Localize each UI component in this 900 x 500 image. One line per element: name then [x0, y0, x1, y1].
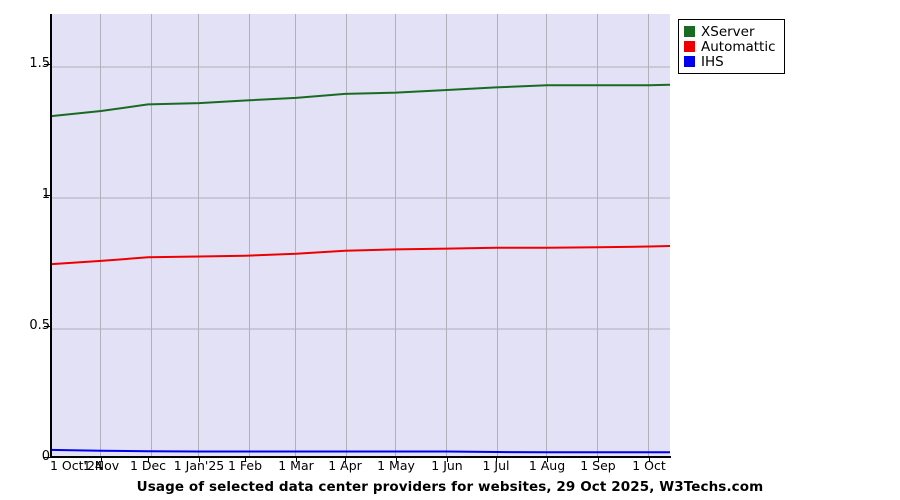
y-axis-spine: [50, 14, 52, 458]
series-line-ihs: [50, 448, 670, 454]
y-tick-label: 0: [8, 450, 50, 463]
legend-swatch-icon: [684, 56, 695, 67]
x-tick-mark: [199, 457, 200, 462]
x-tick-label: 1 Oct'24: [50, 458, 103, 473]
y-axis: 0 0.5 1 1.5: [0, 0, 51, 500]
series-line-xserver: [50, 83, 670, 118]
y-tick-mark: [44, 457, 51, 458]
x-tick-label: 1 May: [377, 458, 415, 473]
x-tick-mark: [148, 457, 149, 462]
x-tick-label: 1 Oct: [632, 458, 666, 473]
vertical-gridlines: [100, 14, 649, 457]
x-tick-mark: [396, 457, 397, 462]
horizontal-gridlines: [50, 66, 670, 330]
x-tick-label: 1 Dec: [129, 458, 167, 473]
x-tick-mark: [345, 457, 346, 462]
legend-swatch-icon: [684, 41, 695, 52]
chart-caption: Usage of selected data center providers …: [136, 479, 764, 495]
y-tick-label: 0.5: [29, 317, 50, 333]
y-tick-label: 1: [8, 188, 50, 201]
x-tick-mark: [547, 457, 548, 462]
y-tick-mark: [44, 194, 51, 196]
legend-label: XServer: [701, 23, 755, 40]
x-tick-mark: [496, 457, 497, 462]
x-tick-mark: [447, 457, 448, 462]
series-lines: [50, 83, 670, 454]
legend-label: IHS: [701, 53, 724, 70]
y-tick-mark: [44, 63, 51, 65]
series-line-automattic: [50, 245, 670, 266]
plot-area: [50, 14, 670, 457]
x-tick-label: 1 Aug: [528, 458, 566, 473]
x-tick-label: 1 Jan'25: [173, 458, 225, 473]
plot-svg: [50, 14, 670, 457]
x-axis-spine: [50, 456, 671, 458]
legend-label: Automattic: [701, 38, 776, 55]
x-tick-mark: [296, 457, 297, 462]
x-tick-label: 1 Mar: [278, 458, 314, 473]
x-tick-mark: [598, 457, 599, 462]
y-tick-label: 1.5: [29, 55, 50, 71]
x-tick-label: 1 Feb: [227, 458, 263, 473]
x-tick-mark: [101, 457, 102, 462]
legend-item-xserver[interactable]: XServer: [684, 24, 776, 39]
legend-item-ihs[interactable]: IHS: [684, 54, 776, 69]
y-tick-mark: [44, 325, 51, 327]
x-tick-label: 1 Jun: [431, 458, 463, 473]
legend-swatch-icon: [684, 26, 695, 37]
legend: XServer Automattic IHS: [678, 19, 785, 74]
legend-item-automattic[interactable]: Automattic: [684, 39, 776, 54]
x-tick-label: 1 Sep: [580, 458, 616, 473]
x-tick-mark: [649, 457, 650, 462]
x-tick-mark: [245, 457, 246, 462]
x-tick-label: 1 Jul: [482, 458, 510, 473]
x-tick-label: 1 Apr: [328, 458, 362, 473]
x-tick-label: 1 Nov: [82, 458, 120, 473]
